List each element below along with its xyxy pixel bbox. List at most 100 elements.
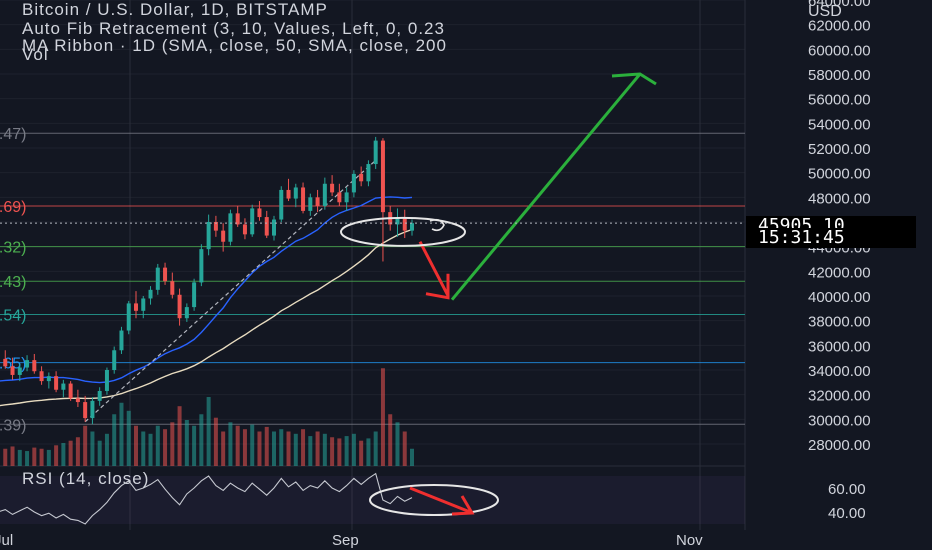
consolidation-circle bbox=[340, 216, 466, 247]
volume-bar bbox=[206, 397, 211, 466]
bearish-arrow bbox=[418, 241, 450, 297]
volume-bar bbox=[315, 431, 320, 466]
price-tick-label: 38000.00 bbox=[808, 314, 871, 331]
rsi-axis-label: 60.00 bbox=[828, 481, 866, 498]
candle-body bbox=[177, 294, 182, 319]
volume-bar bbox=[242, 429, 247, 466]
volume-bar bbox=[163, 429, 168, 466]
candle-body bbox=[242, 224, 247, 235]
circle-swirl bbox=[429, 218, 445, 232]
bar-countdown: 15:31:45 bbox=[746, 228, 916, 248]
volume-bar bbox=[39, 448, 44, 466]
symbol-title[interactable]: Bitcoin / U.S. Dollar, 1D, BITSTAMP bbox=[22, 0, 328, 19]
fib-level-label: 6.47) bbox=[0, 126, 26, 143]
volume-bar bbox=[10, 446, 15, 466]
candle-body bbox=[83, 402, 88, 419]
bearish-arrowhead bbox=[425, 273, 450, 300]
volume-bar bbox=[119, 402, 124, 466]
candle-body bbox=[337, 192, 342, 203]
volume-bar bbox=[68, 440, 73, 466]
time-tick-label: Nov bbox=[676, 532, 703, 549]
rsi-pane: 60.00 40.00 bbox=[0, 472, 866, 525]
price-tick-label: 62000.00 bbox=[808, 18, 871, 35]
candle-body bbox=[330, 183, 335, 193]
candle-body bbox=[250, 208, 255, 235]
ma-ribbon-label[interactable]: MA Ribbon · 1D (SMA, close, 50, SMA, clo… bbox=[22, 36, 447, 55]
price-tick-label: 32000.00 bbox=[808, 388, 871, 405]
price-tick-label: 30000.00 bbox=[808, 412, 871, 429]
candle-body bbox=[380, 140, 385, 213]
volume-bar bbox=[359, 440, 364, 466]
price-tick-label: 60000.00 bbox=[808, 42, 871, 59]
volume-label[interactable]: Vol bbox=[22, 45, 49, 64]
volume-bar bbox=[264, 426, 269, 466]
volume-bar bbox=[17, 449, 22, 466]
volume-bar bbox=[257, 431, 262, 466]
ma-50-line bbox=[0, 196, 413, 384]
volume-bar bbox=[250, 424, 255, 466]
ma-ribbon bbox=[0, 159, 413, 423]
volume-bar bbox=[184, 420, 189, 466]
candle-body bbox=[3, 358, 8, 367]
price-tick-label: 52000.00 bbox=[808, 141, 871, 158]
candle-body bbox=[395, 217, 400, 225]
volume-bar bbox=[126, 410, 131, 466]
fib-level-label: 6.43) bbox=[0, 274, 26, 291]
candle-body bbox=[344, 192, 349, 203]
volume-bar bbox=[97, 440, 102, 466]
volume-bar bbox=[83, 425, 88, 466]
volume-bar bbox=[177, 406, 182, 466]
volume-bar bbox=[286, 431, 291, 466]
volume-bar bbox=[301, 429, 306, 466]
candle-body bbox=[221, 230, 226, 242]
volume-bar bbox=[373, 431, 378, 466]
volume-bar bbox=[32, 447, 37, 466]
currency-label: USD bbox=[808, 3, 842, 20]
price-axis[interactable]: 64000.00 62000.00 60000.00 58000.00 56000.00… bbox=[808, 0, 871, 454]
candle-body bbox=[351, 173, 356, 193]
candle-body bbox=[163, 267, 168, 282]
candle-body bbox=[272, 219, 276, 236]
volume-bar bbox=[170, 422, 175, 466]
candle-body bbox=[170, 281, 175, 295]
candle-body bbox=[206, 222, 211, 250]
volume-bar bbox=[293, 433, 298, 466]
volume-bar bbox=[279, 429, 284, 466]
candle-body bbox=[301, 187, 306, 211]
candle-body bbox=[17, 367, 22, 375]
candle-body bbox=[25, 360, 30, 368]
rsi-bearish-arrowhead bbox=[451, 495, 475, 516]
volume-bar bbox=[112, 414, 117, 466]
volume-bar bbox=[366, 438, 371, 466]
volume-bar bbox=[351, 433, 356, 466]
volume-bar bbox=[322, 433, 327, 466]
bullish-arrow bbox=[450, 73, 642, 301]
rsi-circle bbox=[369, 484, 499, 516]
time-tick-label: Sep bbox=[332, 532, 359, 549]
candle-body bbox=[54, 376, 59, 390]
candle-body bbox=[366, 164, 371, 182]
volume-bar bbox=[75, 437, 80, 466]
candle-body bbox=[90, 400, 95, 419]
fib-indicator-label[interactable]: Auto Fib Retracement (3, 10, Values, Lef… bbox=[22, 19, 445, 38]
candle-body bbox=[257, 208, 262, 218]
candle-body bbox=[119, 330, 124, 351]
candle-body bbox=[112, 350, 117, 370]
candle-body bbox=[279, 189, 284, 220]
time-axis[interactable]: Jul Sep Nov bbox=[0, 530, 932, 550]
volume-bar bbox=[272, 431, 276, 466]
candle-body bbox=[228, 213, 233, 242]
volume-bar bbox=[388, 414, 393, 466]
candle-body bbox=[46, 376, 51, 382]
volume-bar bbox=[148, 433, 153, 466]
price-tick-label: 58000.00 bbox=[808, 67, 871, 84]
rsi-label[interactable]: RSI (14, close) bbox=[22, 469, 150, 488]
candle-body bbox=[286, 189, 291, 199]
fib-level-label: 4.54) bbox=[0, 308, 26, 325]
volume-bar bbox=[192, 425, 197, 466]
rsi-bearish-arrow bbox=[409, 486, 471, 514]
candle-body bbox=[148, 289, 153, 299]
fib-level-label: 8.32) bbox=[0, 240, 26, 257]
candle-body bbox=[134, 303, 138, 311]
